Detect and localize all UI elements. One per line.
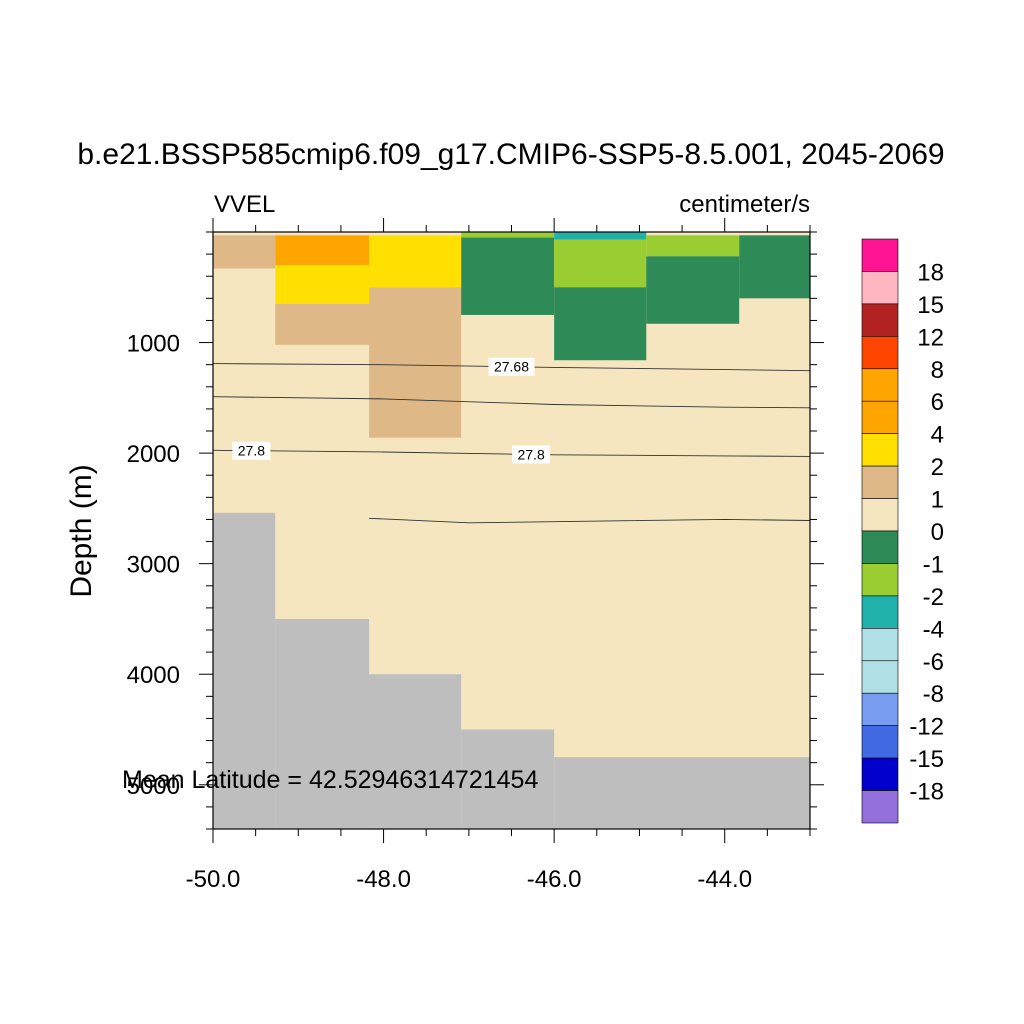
contour-label: 27.8 — [238, 443, 265, 459]
velocity-cell — [275, 235, 370, 266]
density-contour-line — [212, 396, 811, 409]
velocity-cell — [739, 235, 810, 299]
velocity-cell — [213, 235, 276, 269]
colorbar-label: -2 — [923, 584, 944, 611]
colorbar-swatch — [861, 336, 899, 370]
colorbar-swatch — [861, 433, 899, 467]
colorbar-swatch — [861, 368, 899, 402]
density-contours: 27.68 27.8 27.8 — [212, 357, 811, 524]
velocity-cell — [369, 235, 462, 288]
land-column — [554, 757, 810, 829]
colorbar-swatch — [861, 563, 899, 597]
colorbar-swatch — [861, 595, 899, 629]
colorbar: 18 15 12 8 6 4 2 1 0 -1 -2 -4 -6 -8 -12 -15 -18 — [861, 238, 944, 824]
colorbar-label: 0 — [931, 519, 944, 546]
colorbar-label: 8 — [931, 357, 944, 384]
velocity-cell — [369, 287, 462, 438]
x-tick-label: -48.0 — [356, 866, 411, 893]
contour-label: 27.8 — [517, 446, 544, 462]
colorbar-swatch — [861, 530, 899, 564]
x-tick-label: -44.0 — [697, 866, 752, 893]
colorbar-swatch — [861, 400, 899, 434]
plot-area: 27.68 27.8 27.8 — [212, 231, 811, 830]
colorbar-swatch — [861, 660, 899, 694]
colorbar-label: 15 — [917, 292, 944, 319]
contour-label-box — [512, 445, 551, 464]
velocity-cells — [213, 232, 810, 438]
colorbar-label: -1 — [923, 551, 944, 578]
density-contour-line — [212, 449, 811, 457]
colorbar-label: 2 — [931, 454, 944, 481]
y-tick-label: 5000 — [127, 773, 180, 800]
colorbar-label: 12 — [917, 324, 944, 351]
land-column — [275, 618, 370, 829]
colorbar-swatch — [861, 628, 899, 662]
velocity-cell — [646, 235, 740, 257]
y-tick-label: 4000 — [127, 662, 180, 689]
land-column — [213, 512, 276, 829]
colorbar-swatch — [861, 790, 899, 824]
velocity-cell — [646, 256, 740, 324]
units-label: centimeter/s — [679, 191, 810, 218]
colorbar-swatch — [861, 271, 899, 305]
x-tick-label: -50.0 — [186, 866, 241, 893]
x-tick-label: -46.0 — [527, 866, 582, 893]
colorbar-swatch — [861, 238, 899, 272]
colorbar-label: -15 — [909, 746, 944, 773]
velocity-cell — [275, 303, 370, 345]
velocity-cell — [461, 232, 555, 238]
colorbar-label: 4 — [931, 422, 944, 449]
colorbar-swatch — [861, 725, 899, 759]
velocity-cell — [554, 232, 647, 240]
velocity-cell — [275, 265, 370, 304]
density-contour-line — [212, 363, 811, 372]
contour-label: 27.68 — [494, 359, 529, 375]
velocity-cell — [461, 237, 555, 315]
y-tick-label: 3000 — [127, 552, 180, 579]
colorbar-label: -12 — [909, 714, 944, 741]
colorbar-label: 1 — [931, 487, 944, 514]
colorbar-swatch — [861, 465, 899, 499]
colorbar-swatch — [861, 303, 899, 337]
colorbar-label: 18 — [917, 259, 944, 286]
velocity-cell — [554, 239, 647, 288]
bathymetry-land — [213, 512, 810, 829]
colorbar-label: -18 — [909, 779, 944, 806]
land-column — [461, 729, 555, 829]
colorbar-label: 6 — [931, 389, 944, 416]
velocity-cell — [554, 287, 647, 361]
colorbar-swatch — [861, 757, 899, 791]
colorbar-label: -4 — [923, 616, 944, 643]
axis-ticks: -50.0 -48.0 -46.0 -44.0 1000 2000 3000 4000 5000 — [127, 218, 824, 893]
contour-label-box — [488, 357, 535, 376]
mean-latitude-annotation: Mean Latitude = 42.52946314721454 — [122, 766, 538, 794]
contour-label-box — [232, 441, 271, 460]
chart-title: b.e21.BSSP585cmip6.f09_g17.CMIP6-SSP5-8.… — [77, 138, 944, 171]
land-column — [369, 674, 462, 829]
y-axis-label: Depth (m) — [65, 464, 98, 597]
variable-label: VVEL — [214, 191, 275, 218]
colorbar-label: -8 — [923, 681, 944, 708]
y-tick-label: 2000 — [127, 441, 180, 468]
colorbar-label: -6 — [923, 649, 944, 676]
colorbar-swatch — [861, 498, 899, 532]
density-contour-line — [369, 517, 811, 524]
colorbar-swatch — [861, 692, 899, 726]
y-tick-label: 1000 — [127, 331, 180, 358]
